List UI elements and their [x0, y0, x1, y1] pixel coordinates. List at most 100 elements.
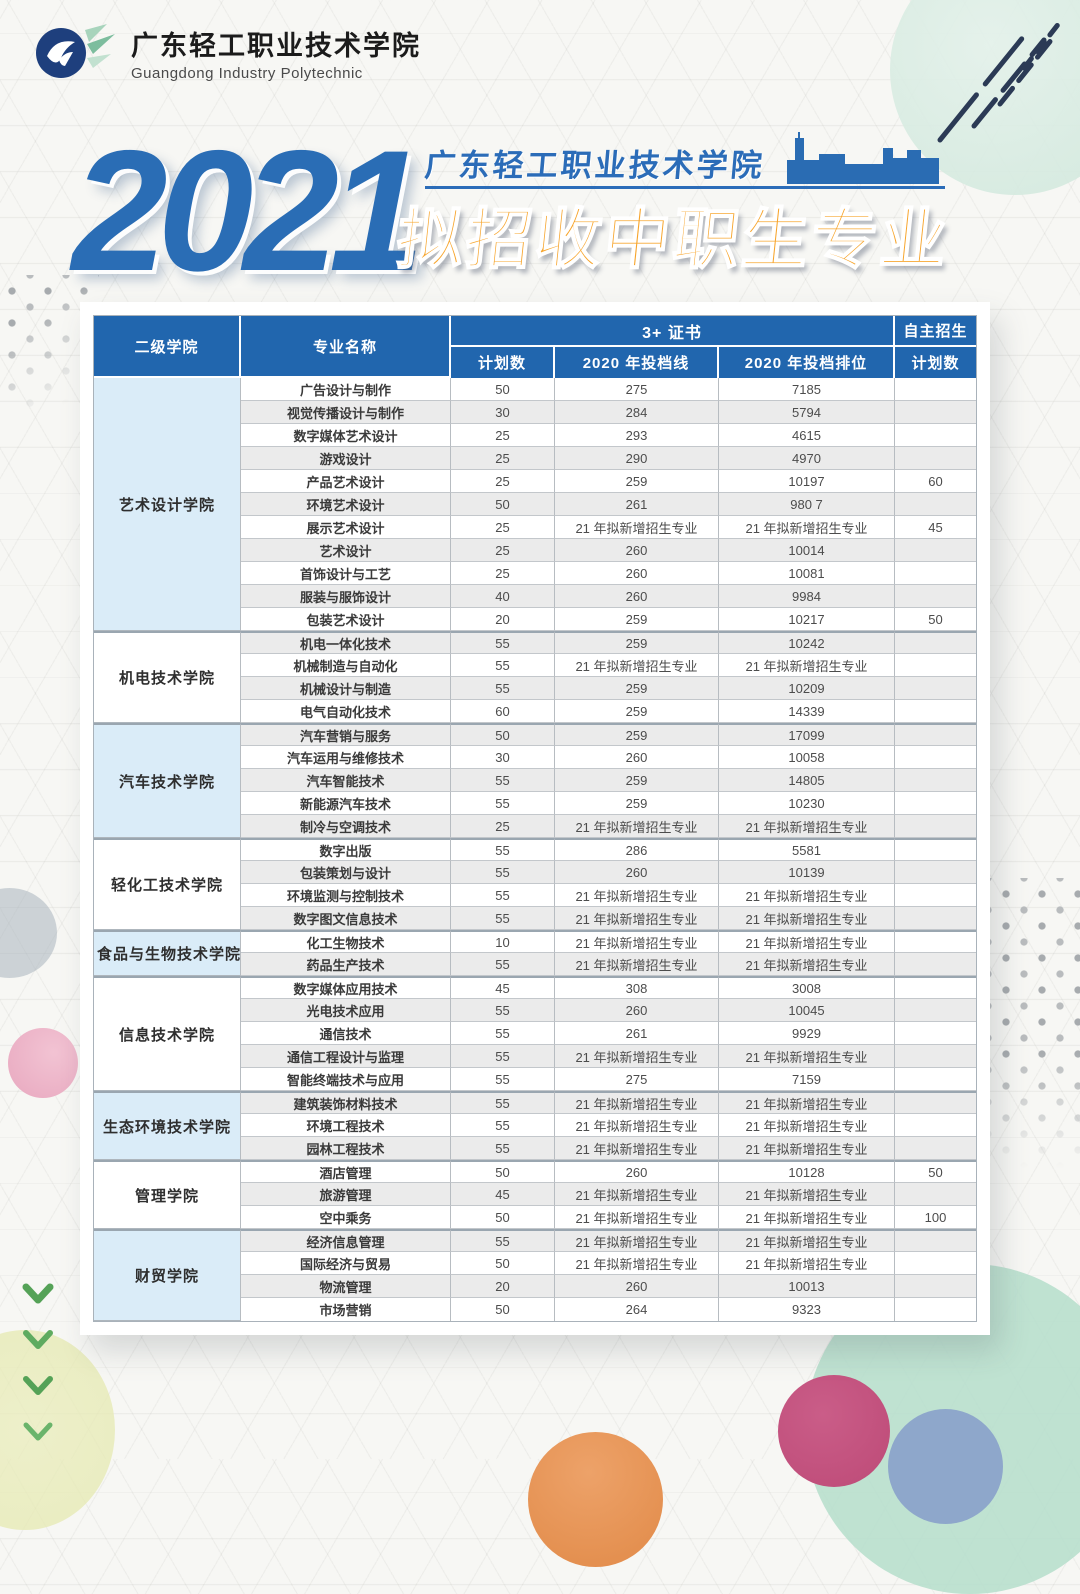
rank-2020-cell: 21 年拟新增招生专业: [719, 1114, 896, 1137]
major-cell: 化工生物技术: [241, 930, 451, 953]
line-2020-cell: 286: [555, 838, 719, 861]
line-2020-cell: 21 年拟新增招生专业: [555, 930, 719, 953]
admissions-table-card: 二级学院 专业名称 3+ 证书 自主招生 计划数 2020 年投档线 2020 …: [80, 302, 990, 1335]
rank-2020-cell: 3008: [719, 976, 896, 999]
table-row: 光电技术应用 55 260 10045: [94, 999, 977, 1022]
plan-cell: 45: [451, 976, 555, 999]
major-cell: 机械设计与制造: [241, 677, 451, 700]
table-row: 数字媒体艺术设计 25 293 4615: [94, 424, 977, 447]
plan-cell: 25: [451, 516, 555, 539]
green-chevrons-decoration: [22, 1283, 54, 1443]
logo-school-name-zh: 广东轻工职业技术学院: [131, 31, 421, 61]
plan-cell: 30: [451, 746, 555, 769]
rank-2020-cell: 7159: [719, 1068, 896, 1091]
line-2020-cell: 293: [555, 424, 719, 447]
self-plan-cell: [895, 401, 977, 424]
self-plan-cell: [895, 815, 977, 838]
rank-2020-cell: 21 年拟新增招生专业: [719, 1137, 896, 1160]
self-plan-cell: 60: [895, 470, 977, 493]
table-row: 电气自动化技术 60 259 14339: [94, 700, 977, 723]
rank-2020-cell: 21 年拟新增招生专业: [719, 1252, 896, 1275]
logo-school-name-en: Guangdong Industry Polytechnic: [131, 65, 363, 82]
major-cell: 药品生产技术: [241, 953, 451, 976]
rank-2020-cell: 7185: [719, 378, 896, 401]
table-row: 通信技术 55 261 9929: [94, 1022, 977, 1045]
line-2020-cell: 21 年拟新增招生专业: [555, 1252, 719, 1275]
self-plan-cell: [895, 1114, 977, 1137]
plan-cell: 55: [451, 999, 555, 1022]
major-cell: 广告设计与制作: [241, 378, 451, 401]
rank-2020-cell: 10045: [719, 999, 896, 1022]
rank-2020-cell: 10242: [719, 631, 896, 654]
plan-cell: 55: [451, 677, 555, 700]
plan-cell: 40: [451, 585, 555, 608]
major-cell: 物流管理: [241, 1275, 451, 1298]
table-row: 信息技术学院 数字媒体应用技术 45 308 3008: [94, 976, 977, 1091]
rank-2020-cell: 21 年拟新增招生专业: [719, 907, 896, 930]
college-cell: 汽车技术学院: [94, 723, 241, 838]
plan-cell: 55: [451, 953, 555, 976]
rank-2020-cell: 21 年拟新增招生专业: [719, 1183, 896, 1206]
major-cell: 产品艺术设计: [241, 470, 451, 493]
orange-circle-bottom-decoration: [528, 1432, 663, 1567]
line-2020-cell: 259: [555, 608, 719, 631]
self-plan-cell: [895, 953, 977, 976]
self-plan-cell: [895, 677, 977, 700]
line-2020-cell: 261: [555, 1022, 719, 1045]
plan-cell: 25: [451, 815, 555, 838]
line-2020-cell: 21 年拟新增招生专业: [555, 815, 719, 838]
plan-cell: 55: [451, 884, 555, 907]
rank-2020-cell: 21 年拟新增招生专业: [719, 1091, 896, 1114]
plan-cell: 45: [451, 1183, 555, 1206]
plan-cell: 60: [451, 700, 555, 723]
self-plan-cell: [895, 976, 977, 999]
rank-2020-cell: 17099: [719, 723, 896, 746]
plan-cell: 25: [451, 447, 555, 470]
rank-2020-cell: 21 年拟新增招生专业: [719, 1229, 896, 1252]
dots-pattern-right: [988, 878, 1080, 1168]
table-row: 智能终端技术与应用 55 275 7159: [94, 1068, 977, 1091]
line-2020-cell: 21 年拟新增招生专业: [555, 1091, 719, 1114]
title-school-name: 广东轻工职业技术学院: [423, 148, 767, 183]
major-cell: 游戏设计: [241, 447, 451, 470]
rank-2020-cell: 10058: [719, 746, 896, 769]
major-cell: 服装与服饰设计: [241, 585, 451, 608]
table-row: 旅游管理 45 21 年拟新增招生专业 21 年拟新增招生专业: [94, 1183, 977, 1206]
self-plan-cell: [895, 1229, 977, 1252]
major-cell: 国际经济与贸易: [241, 1252, 451, 1275]
plan-cell: 55: [451, 792, 555, 815]
plan-cell: 10: [451, 930, 555, 953]
table-row: 新能源汽车技术 55 259 10230: [94, 792, 977, 815]
line-2020-cell: 260: [555, 562, 719, 585]
line-2020-cell: 260: [555, 1160, 719, 1183]
table-row: 机械制造与自动化 55 21 年拟新增招生专业 21 年拟新增招生专业: [94, 654, 977, 677]
rank-2020-cell: 5794: [719, 401, 896, 424]
plan-cell: 20: [451, 1275, 555, 1298]
self-plan-cell: [895, 861, 977, 884]
header-college: 二级学院: [94, 316, 241, 378]
line-2020-cell: 275: [555, 1068, 719, 1091]
gray-circle-decoration: [0, 888, 57, 978]
line-2020-cell: 21 年拟新增招生专业: [555, 1183, 719, 1206]
plan-cell: 55: [451, 1022, 555, 1045]
table-row: 产品艺术设计 25 259 10197 60: [94, 470, 977, 493]
line-2020-cell: 260: [555, 999, 719, 1022]
line-2020-cell: 21 年拟新增招生专业: [555, 1114, 719, 1137]
line-2020-cell: 260: [555, 861, 719, 884]
table-row: 国际经济与贸易 50 21 年拟新增招生专业 21 年拟新增招生专业: [94, 1252, 977, 1275]
plan-cell: 20: [451, 608, 555, 631]
table-row: 通信工程设计与监理 55 21 年拟新增招生专业 21 年拟新增招生专业: [94, 1045, 977, 1068]
plan-cell: 50: [451, 1298, 555, 1321]
header-self-enroll: 自主招生: [895, 316, 977, 347]
major-cell: 数字图文信息技术: [241, 907, 451, 930]
line-2020-cell: 21 年拟新增招生专业: [555, 907, 719, 930]
table-row: 物流管理 20 260 10013: [94, 1275, 977, 1298]
header-rank-2020: 2020 年投档排位: [719, 347, 896, 378]
title-subtitle: 拟招收中职生专业: [393, 201, 955, 277]
rank-2020-cell: 10230: [719, 792, 896, 815]
self-plan-cell: [895, 746, 977, 769]
self-plan-cell: [895, 723, 977, 746]
table-row: 汽车技术学院 汽车营销与服务 50 259 17099: [94, 723, 977, 838]
table-row: 环境监测与控制技术 55 21 年拟新增招生专业 21 年拟新增招生专业: [94, 884, 977, 907]
